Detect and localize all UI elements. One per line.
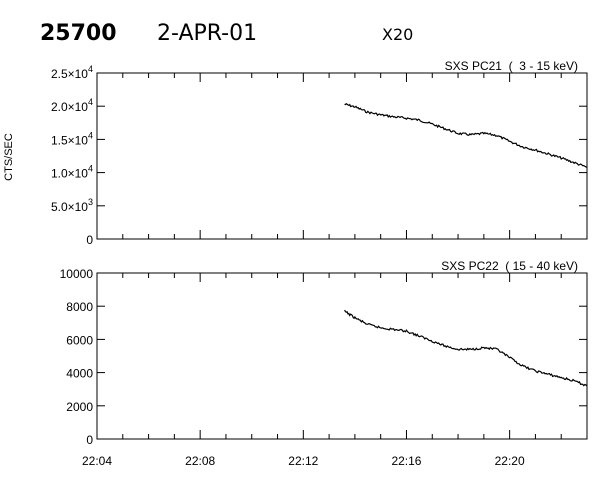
y-tick-label-pc21-1: 5.0×103 <box>51 197 93 214</box>
x-ticks-pc21 <box>96 73 588 239</box>
header-date: 2-APR-01 <box>157 21 257 46</box>
trace-pc22 <box>344 309 588 387</box>
trace-pc21 <box>344 103 588 168</box>
y-tick-label-pc22-2: 4000 <box>66 367 93 381</box>
y-tick-label-pc21-0: 0 <box>86 233 93 247</box>
plot-frame-pc21 <box>96 72 588 240</box>
y-tick-label-pc21-3: 1.5×104 <box>51 130 93 147</box>
plot-frame-pc22 <box>96 272 588 440</box>
y-tick-label-pc21-4: 2.0×104 <box>51 97 93 114</box>
y-tick-label-pc21-2: 1.0×104 <box>51 164 93 181</box>
x-tick-labels: 22:04 22:08 22:12 22:16 22:20 <box>82 454 525 468</box>
y-ticks-pc21: 0 5.0×103 1.0×104 1.5×104 2.0×104 2.5×104 <box>51 64 587 247</box>
y-tick-label-pc22-5: 10000 <box>60 267 94 281</box>
x-ticks-pc22 <box>96 273 588 439</box>
header-id: 25700 <box>40 21 117 46</box>
y-tick-label-pc22-1: 2000 <box>66 400 93 414</box>
panel-title-pc22: SXS PC22 ( 15 - 40 keV) <box>441 259 578 273</box>
y-tick-label-pc22-0: 0 <box>86 433 93 447</box>
x-tick-label-3: 22:16 <box>391 454 421 468</box>
x-tick-label-0: 22:04 <box>82 454 112 468</box>
y-axis-label: CTS/SEC <box>3 133 15 181</box>
x-tick-label-4: 22:20 <box>495 454 525 468</box>
y-tick-label-pc22-3: 6000 <box>66 333 93 347</box>
panel-title-pc21: SXS PC21 ( 3 - 15 keV) <box>445 59 578 73</box>
y-tick-label-pc22-4: 8000 <box>66 300 93 314</box>
y-tick-label-pc21-5: 2.5×104 <box>51 64 93 81</box>
panel-pc21: SXS PC21 ( 3 - 15 keV) 0 5.0×103 1.0×104 1.… <box>51 59 588 247</box>
y-ticks-pc22: 0 2000 4000 6000 8000 10000 <box>60 267 587 447</box>
x-tick-label-1: 22:08 <box>185 454 215 468</box>
x-tick-label-2: 22:12 <box>288 454 318 468</box>
panel-pc22: SXS PC22 ( 15 - 40 keV) 0 2000 4000 6000 800… <box>60 259 588 468</box>
header-flare-class: X20 <box>382 25 413 44</box>
